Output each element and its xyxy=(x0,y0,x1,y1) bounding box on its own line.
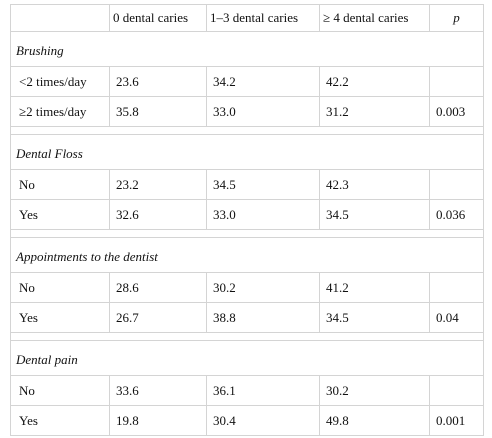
cell-1-3-caries: 38.8 xyxy=(206,302,320,333)
cell-p-value: 0.001 xyxy=(429,405,484,436)
row-label: Yes xyxy=(10,405,110,436)
cell-4plus-caries: 34.5 xyxy=(319,199,430,230)
cell-p-value: 0.036 xyxy=(429,199,484,230)
row-label: Yes xyxy=(10,302,110,333)
section-header-row: Dental pain xyxy=(10,340,484,376)
cell-4plus-caries: 42.2 xyxy=(319,66,430,97)
section-title: Appointments to the dentist xyxy=(10,237,484,273)
cell-0-caries: 35.8 xyxy=(109,96,207,127)
cell-4plus-caries: 30.2 xyxy=(319,375,430,406)
row-label: ≥2 times/day xyxy=(10,96,110,127)
cell-0-caries: 26.7 xyxy=(109,302,207,333)
row-label: Yes xyxy=(10,199,110,230)
table-row: Yes 32.6 33.0 34.5 0.036 xyxy=(10,199,484,230)
header-1-3-caries: 1–3 dental caries xyxy=(206,4,320,32)
section-header-row: Brushing xyxy=(10,31,484,67)
header-row: 0 dental caries 1–3 dental caries ≥ 4 de… xyxy=(10,4,484,32)
section-spacer xyxy=(10,126,484,135)
spacer-cell xyxy=(10,229,484,238)
cell-4plus-caries: 31.2 xyxy=(319,96,430,127)
cell-p-value: 0.003 xyxy=(429,96,484,127)
row-label: No xyxy=(10,375,110,406)
cell-0-caries: 33.6 xyxy=(109,375,207,406)
cell-1-3-caries: 34.2 xyxy=(206,66,320,97)
section-spacer xyxy=(10,229,484,238)
cell-p-value xyxy=(429,375,484,406)
cell-0-caries: 23.2 xyxy=(109,169,207,200)
row-label: <2 times/day xyxy=(10,66,110,97)
cell-p-value: 0.04 xyxy=(429,302,484,333)
table-row: <2 times/day 23.6 34.2 42.2 xyxy=(10,66,484,97)
cell-p-value xyxy=(429,169,484,200)
cell-1-3-caries: 36.1 xyxy=(206,375,320,406)
section-header-row: Appointments to the dentist xyxy=(10,237,484,273)
header-0-caries: 0 dental caries xyxy=(109,4,207,32)
cell-0-caries: 19.8 xyxy=(109,405,207,436)
section-header-row: Dental Floss xyxy=(10,134,484,170)
table-row: Yes 19.8 30.4 49.8 0.001 xyxy=(10,405,484,436)
header-p-value: p xyxy=(429,4,484,32)
header-4plus-caries: ≥ 4 dental caries xyxy=(319,4,430,32)
section-title: Dental Floss xyxy=(10,134,484,170)
table-row: ≥2 times/day 35.8 33.0 31.2 0.003 xyxy=(10,96,484,127)
table-row: No 23.2 34.5 42.3 xyxy=(10,169,484,200)
cell-0-caries: 23.6 xyxy=(109,66,207,97)
cell-1-3-caries: 30.4 xyxy=(206,405,320,436)
cell-1-3-caries: 30.2 xyxy=(206,272,320,303)
section-title: Dental pain xyxy=(10,340,484,376)
table-body: Brushing <2 times/day 23.6 34.2 42.2 ≥2 times… xyxy=(10,31,484,436)
spacer-cell xyxy=(10,332,484,341)
table-row: No 33.6 36.1 30.2 xyxy=(10,375,484,406)
spacer-cell xyxy=(10,126,484,135)
cell-p-value xyxy=(429,272,484,303)
header-empty xyxy=(10,4,110,32)
section-spacer xyxy=(10,332,484,341)
cell-0-caries: 28.6 xyxy=(109,272,207,303)
cell-4plus-caries: 42.3 xyxy=(319,169,430,200)
row-label: No xyxy=(10,272,110,303)
table-row: Yes 26.7 38.8 34.5 0.04 xyxy=(10,302,484,333)
cell-p-value xyxy=(429,66,484,97)
section-title: Brushing xyxy=(10,31,484,67)
row-label: No xyxy=(10,169,110,200)
cell-4plus-caries: 41.2 xyxy=(319,272,430,303)
table-row: No 28.6 30.2 41.2 xyxy=(10,272,484,303)
cell-1-3-caries: 33.0 xyxy=(206,96,320,127)
cell-1-3-caries: 34.5 xyxy=(206,169,320,200)
cell-0-caries: 32.6 xyxy=(109,199,207,230)
cell-4plus-caries: 34.5 xyxy=(319,302,430,333)
cell-1-3-caries: 33.0 xyxy=(206,199,320,230)
cell-4plus-caries: 49.8 xyxy=(319,405,430,436)
caries-table: 0 dental caries 1–3 dental caries ≥ 4 de… xyxy=(10,4,484,436)
